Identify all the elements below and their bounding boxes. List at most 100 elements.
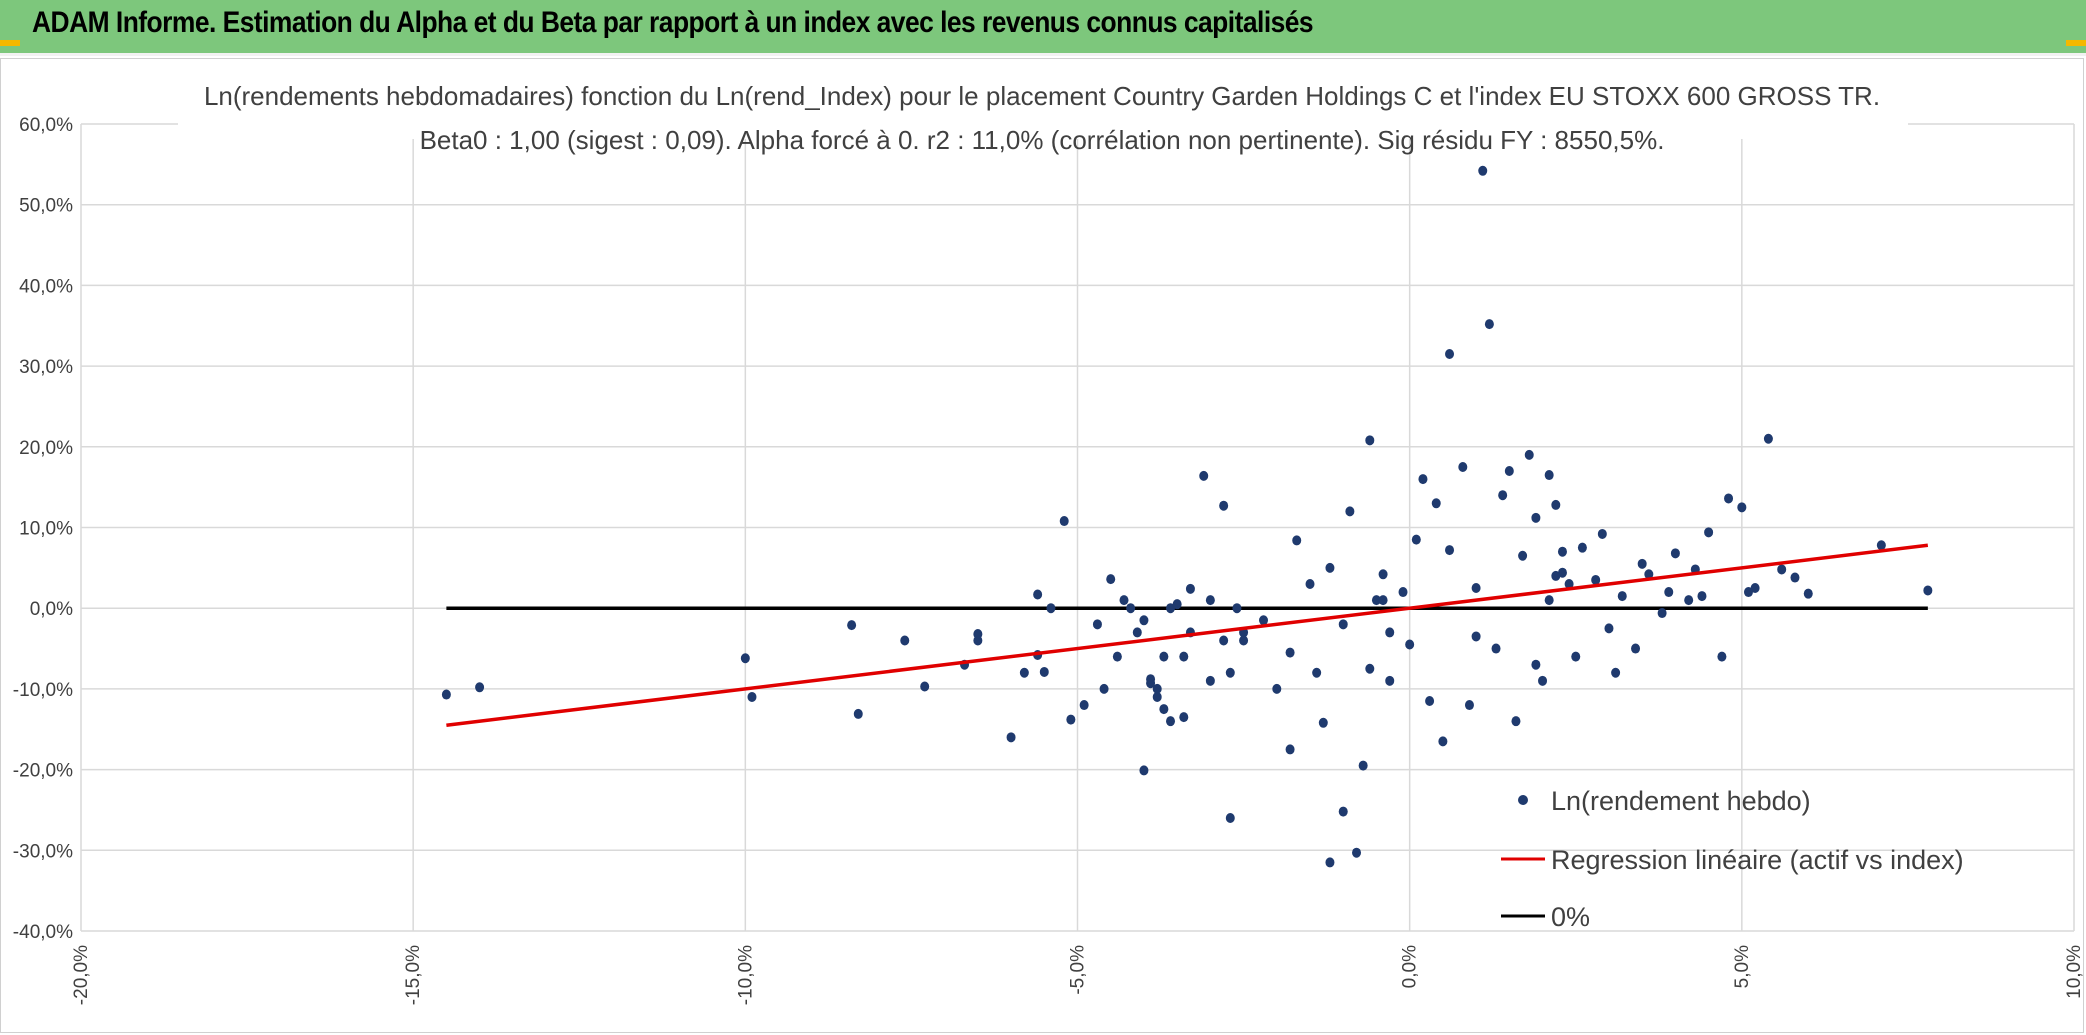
report-banner: ADAM Informe. Estimation du Alpha et du … (0, 0, 2086, 56)
data-point (1219, 500, 1229, 511)
legend-label-zero: 0% (1551, 902, 1590, 932)
data-point (1225, 667, 1235, 678)
data-point (1159, 704, 1169, 715)
corner-marker (2066, 40, 2086, 46)
x-tick-label: -5,0% (1068, 945, 1089, 995)
y-tick-label: -40,0% (13, 922, 73, 943)
data-point (900, 635, 910, 646)
data-point (1378, 569, 1388, 580)
report-title: ADAM Informe. Estimation du Alpha et du … (32, 6, 1314, 39)
data-point (1385, 627, 1395, 638)
data-point (1159, 651, 1169, 662)
data-point (1551, 570, 1561, 581)
data-point (1637, 558, 1647, 569)
data-point (1504, 466, 1514, 477)
data-point (1398, 587, 1408, 598)
data-point (1166, 603, 1176, 614)
data-point (1876, 540, 1886, 551)
chart-title-line1: Ln(rendements hebdomadaires) fonction du… (204, 81, 1880, 111)
data-point (1059, 516, 1069, 527)
data-point (1066, 714, 1076, 725)
data-point (1166, 716, 1176, 727)
data-point (1119, 595, 1129, 606)
data-point (973, 629, 983, 640)
y-tick-label: 30,0% (19, 357, 73, 378)
data-point (1538, 675, 1548, 686)
data-point (1571, 651, 1581, 662)
data-point (1132, 627, 1142, 638)
y-tick-label: -30,0% (13, 841, 73, 862)
data-point (1272, 683, 1282, 694)
data-point (1205, 675, 1215, 686)
data-point (1358, 760, 1368, 771)
data-point (1039, 666, 1049, 677)
data-point (1644, 569, 1654, 580)
data-point (1557, 546, 1567, 557)
data-point (1371, 595, 1381, 606)
y-tick-label: -10,0% (13, 680, 73, 701)
chart-area: -40,0% -30,0% -20,0% -10,0% 0,0% 10,0% 20,0% 30… (0, 58, 2085, 1033)
data-point (1019, 667, 1029, 678)
data-point (1172, 599, 1182, 610)
x-tick-label: -15,0% (403, 945, 424, 1005)
data-point (1079, 700, 1089, 711)
data-point (1185, 583, 1195, 594)
data-point (1385, 675, 1395, 686)
title-background (178, 75, 1908, 139)
data-point (1405, 639, 1415, 650)
data-point (920, 681, 930, 692)
data-point (1285, 744, 1295, 755)
data-point (1425, 696, 1435, 707)
data-point (1152, 683, 1162, 694)
regression-line (446, 543, 1929, 727)
data-point (1365, 435, 1375, 446)
data-point (1670, 548, 1680, 559)
data-point (1724, 493, 1734, 504)
data-point (1737, 502, 1747, 513)
y-tick-label: -20,0% (13, 761, 73, 782)
chart-title-line2: Beta0 : 1,00 (sigest : 0,09). Alpha forc… (420, 125, 1665, 155)
data-point (1239, 635, 1249, 646)
data-point (1484, 319, 1494, 330)
data-point (1445, 545, 1455, 556)
data-point (1464, 700, 1474, 711)
data-point (1312, 667, 1322, 678)
data-point (1139, 615, 1149, 626)
y-tick-label: 50,0% (19, 196, 73, 217)
data-point (1205, 595, 1215, 606)
data-point (1617, 591, 1627, 602)
data-point (1126, 603, 1136, 614)
data-point (441, 689, 451, 700)
data-point (1704, 527, 1714, 538)
data-point (1146, 674, 1156, 685)
y-tick-label: 10,0% (19, 519, 73, 540)
data-point (1923, 585, 1933, 596)
data-point (1418, 474, 1428, 485)
data-point (1518, 550, 1528, 561)
data-point (1352, 847, 1362, 858)
corner-marker (0, 40, 20, 46)
data-point (853, 708, 863, 719)
data-point (1577, 542, 1587, 553)
data-points (441, 165, 1933, 868)
data-point (1591, 574, 1601, 585)
x-tick-label: -20,0% (71, 945, 92, 1005)
data-point (1338, 806, 1348, 817)
data-point (1438, 736, 1448, 747)
data-point (1046, 603, 1056, 614)
data-point (1219, 635, 1229, 646)
data-point (1345, 506, 1355, 517)
data-point (1092, 619, 1102, 630)
data-point (1697, 591, 1707, 602)
x-tick-label: 10,0% (2064, 945, 2085, 999)
data-point (1743, 587, 1753, 598)
data-point (1803, 588, 1813, 599)
data-point (1106, 574, 1116, 585)
data-point (1259, 615, 1269, 626)
data-point (1112, 651, 1122, 662)
data-point (1684, 595, 1694, 606)
data-point (1152, 691, 1162, 702)
data-point (1471, 631, 1481, 642)
data-point (1033, 589, 1043, 600)
x-tick-label: 0,0% (1400, 945, 1421, 988)
